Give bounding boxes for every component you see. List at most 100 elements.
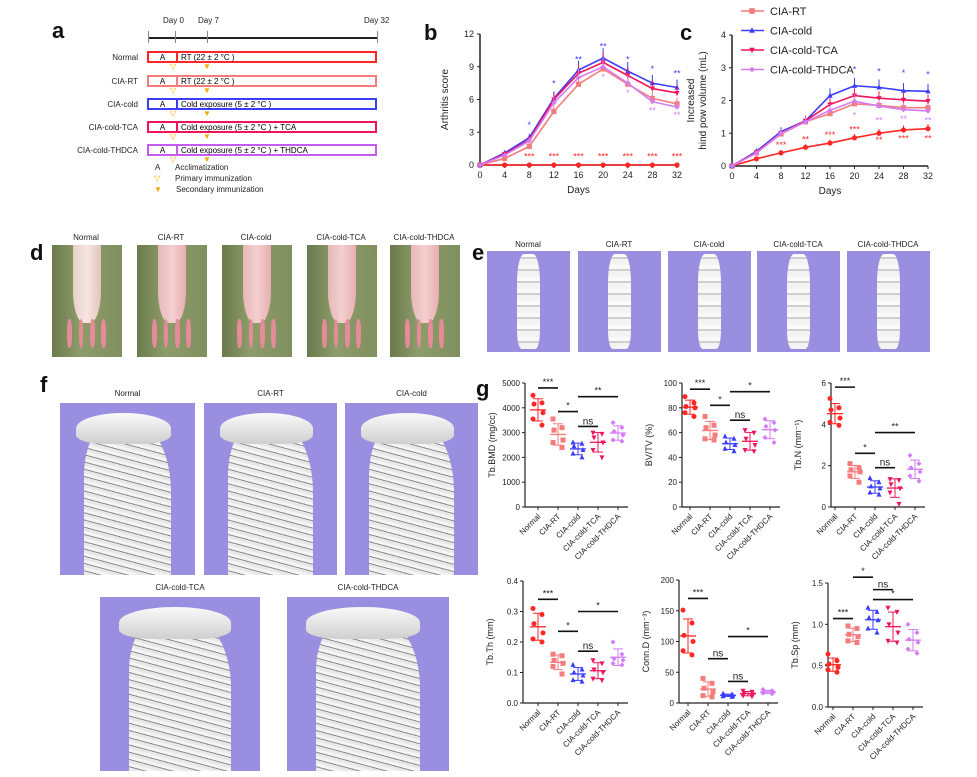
toe: [152, 318, 158, 349]
data-point: [600, 64, 606, 70]
data-point: [620, 432, 626, 438]
secondary-immunization-icon: ▼: [203, 155, 211, 164]
data-point: [753, 150, 760, 156]
paw-bone-render: [876, 254, 901, 349]
data-point: [857, 469, 863, 475]
data-point: [827, 140, 833, 146]
data-point: [925, 126, 931, 132]
x-tick-label: 32: [672, 170, 682, 180]
treatment-box: A Cold exposure (5 ± 2 °C ): [147, 98, 377, 110]
data-point: [867, 475, 873, 481]
y-tick-label: 0.5: [812, 662, 824, 671]
y-axis-label: BV/TV (%): [644, 424, 654, 467]
data-point: [711, 437, 717, 443]
data-point: [579, 678, 585, 684]
data-point: [551, 162, 557, 168]
toe: [405, 318, 411, 349]
data-point: [599, 455, 605, 461]
data-point: [907, 452, 913, 458]
tibia-condyle: [76, 413, 171, 445]
tibia-render: [316, 617, 420, 771]
x-tick-label: 8: [778, 171, 783, 181]
data-point: [530, 416, 536, 422]
data-point: [751, 449, 757, 455]
data-point: [700, 675, 706, 681]
day-label: Day 7: [198, 16, 219, 25]
data-point: [712, 432, 718, 438]
data-point: [610, 420, 616, 426]
data-point: [570, 450, 576, 456]
panel-label-e: e: [472, 240, 485, 265]
treatment-text: RT (22 ± 2 °C ): [181, 53, 235, 62]
y-tick-label: 9: [469, 62, 474, 72]
x-tick-label: 8: [527, 170, 532, 180]
series-CIA-cold-THDCA: [729, 94, 931, 169]
data-point: [502, 152, 508, 158]
paw-ct-image: [847, 251, 930, 352]
y-tick-label: 60: [668, 429, 677, 438]
data-point: [769, 691, 775, 697]
y-tick-label: 40: [668, 453, 677, 462]
treatment-text: Cold exposure (5 ± 2 °C ): [181, 100, 272, 109]
toe: [237, 318, 243, 349]
data-point: [834, 669, 840, 675]
data-point: [689, 652, 695, 658]
ct-label: CIA-cold-TCA: [155, 583, 205, 592]
y-tick-label: 0.0: [812, 703, 824, 712]
significance-label: **: [891, 422, 899, 432]
y-tick-label: 50: [665, 668, 674, 677]
data-point: [874, 608, 880, 614]
data-point: [540, 630, 546, 636]
data-point: [876, 84, 882, 90]
significance-stars: **: [575, 54, 583, 64]
data-point: [836, 422, 842, 428]
y-tick-label: 20: [668, 478, 677, 487]
x-tick-label: 32: [923, 171, 933, 181]
y-tick-label: 80: [668, 404, 677, 413]
data-point: [579, 454, 585, 460]
y-tick-label: 6: [469, 95, 474, 105]
group-CIA-cold-THDCA: CIA-cold-THDCA: [868, 621, 921, 761]
toe: [356, 318, 361, 349]
data-point: [894, 640, 900, 646]
legend-label: CIA-cold-THDCA: [770, 65, 854, 77]
y-tick-label: 4: [721, 30, 726, 40]
data-point: [477, 162, 483, 168]
data-point: [876, 96, 882, 102]
paw-photo: [222, 245, 292, 357]
data-point: [762, 435, 768, 441]
data-point: [915, 640, 921, 646]
data-point: [591, 667, 597, 673]
group-label: CIA-cold: [107, 100, 138, 109]
significance-stars: ***: [549, 152, 560, 162]
significance-label: ns: [735, 410, 746, 421]
data-point: [729, 693, 735, 699]
y-tick-label: 2: [822, 462, 827, 471]
data-point: [778, 150, 784, 156]
paw-photo: [307, 245, 377, 357]
data-point: [723, 439, 729, 445]
group-Normal: Normal: [815, 396, 843, 537]
data-point: [571, 669, 577, 675]
y-tick-label: 4000: [502, 404, 520, 413]
secondary-immunization-icon: ▼: [203, 109, 211, 118]
toe: [322, 318, 328, 349]
line-chart-b: 0 4 8 12 16 20 24 28 32 0 3 6 9 12 Days Arthritis score…: [440, 29, 683, 196]
data-point: [905, 646, 911, 652]
data-point: [674, 162, 680, 168]
primary-immunization-icon: ▽: [170, 109, 177, 118]
data-point: [502, 155, 508, 162]
timeline-axis: [148, 37, 377, 39]
legend-text: Primary immunization: [175, 174, 252, 183]
legend-symbol-acclimatization: A: [155, 163, 161, 172]
data-point: [722, 445, 728, 451]
data-point: [682, 410, 688, 416]
treatment-text: Cold exposure (5 ± 2 °C ) + THDCA: [181, 146, 308, 155]
series-Normal: [477, 162, 680, 168]
series-CIA-cold-TCA: [729, 88, 931, 170]
y-tick-label: 3000: [502, 429, 520, 438]
data-point: [600, 670, 606, 676]
data-point: [689, 620, 695, 626]
